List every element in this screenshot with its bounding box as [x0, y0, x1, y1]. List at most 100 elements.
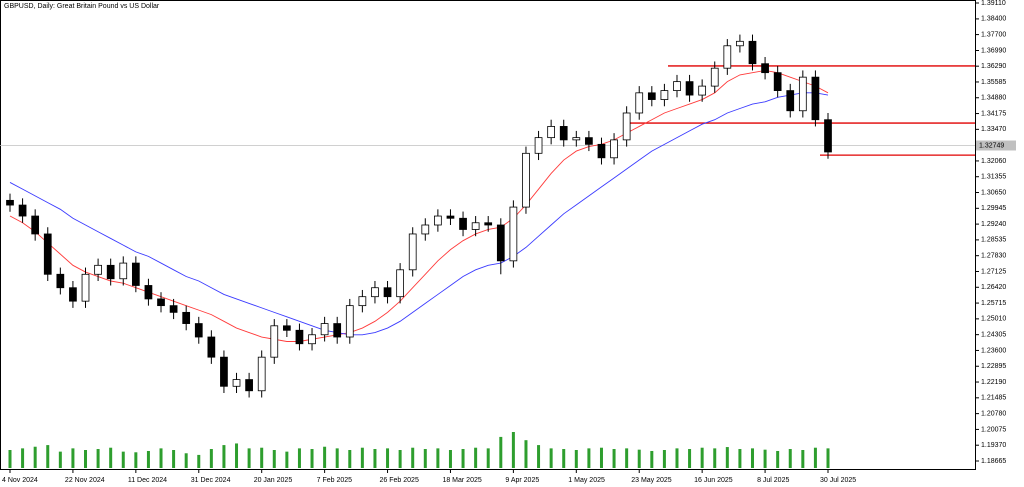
plot-frame — [0, 0, 976, 470]
candle-body — [396, 269, 404, 298]
volume-bar — [537, 445, 541, 468]
volume-bar — [235, 443, 239, 468]
candle-body — [610, 139, 618, 159]
candle-body — [471, 222, 480, 230]
candle-body — [496, 224, 505, 262]
volume-bar — [159, 448, 163, 468]
volume-bar — [813, 447, 817, 468]
y-tick-label: 1.25010 — [981, 316, 1006, 323]
volume-bar — [423, 449, 427, 468]
y-tick-label: 1.30650 — [981, 189, 1006, 196]
candle-body — [182, 311, 191, 324]
y-tick-label: 1.34880 — [981, 95, 1006, 102]
y-tick-label: 1.39110 — [981, 0, 1006, 7]
y-tick-label: 1.27125 — [981, 268, 1006, 275]
volume-bar — [713, 448, 717, 468]
x-tick-label: 9 Apr 2025 — [505, 477, 539, 484]
volume-bar — [461, 449, 465, 468]
y-tick-label: 1.34175 — [981, 110, 1006, 117]
volume-bar — [134, 452, 138, 468]
x-tick-label: 4 Nov 2024 — [2, 477, 38, 484]
x-tick-label: 22 Nov 2024 — [65, 477, 105, 484]
y-tick-label: 1.22895 — [981, 363, 1006, 370]
candle-body — [572, 137, 581, 141]
volume-bar — [625, 448, 629, 468]
volume-bar — [562, 449, 566, 468]
volume-bar — [750, 448, 754, 468]
candle-body — [522, 152, 530, 208]
candle-body — [434, 215, 442, 226]
candle-body — [144, 285, 153, 300]
volume-bar — [172, 450, 176, 468]
candle-body — [736, 40, 744, 47]
x-tick-label: 31 Dec 2024 — [191, 477, 231, 484]
candle-body — [333, 323, 342, 338]
candle-body — [786, 90, 795, 112]
y-tick-label: 1.28535 — [981, 237, 1006, 244]
y-tick-label: 1.32060 — [981, 158, 1006, 165]
y-tick-label: 1.38400 — [981, 16, 1006, 23]
candle-body — [6, 199, 14, 206]
candle-body — [673, 81, 681, 91]
x-tick-label: 30 Jul 2025 — [820, 477, 856, 484]
candle-body — [723, 45, 732, 69]
candle-body — [56, 273, 65, 289]
y-tick-label: 1.35585 — [981, 79, 1006, 86]
y-tick-label: 1.31355 — [981, 174, 1006, 181]
candle-body — [698, 85, 707, 96]
candle-body — [131, 262, 140, 286]
volume-bar — [310, 449, 314, 468]
last-price-box — [976, 140, 1016, 151]
volume-bar — [222, 445, 226, 468]
candle-body — [245, 379, 253, 392]
volume-bar — [247, 448, 251, 468]
volume-bar — [84, 450, 88, 468]
candle-body — [157, 298, 165, 307]
y-tick-label: 1.33470 — [981, 126, 1006, 133]
y-tick-label: 1.19370 — [981, 442, 1006, 449]
x-tick-label: 20 Jan 2025 — [254, 477, 293, 484]
candle-body — [408, 233, 417, 271]
candle-body — [585, 137, 593, 145]
y-tick-label: 1.29945 — [981, 205, 1006, 212]
candle-body — [635, 92, 644, 114]
y-tick-label: 1.22190 — [981, 379, 1006, 386]
volume-bar — [549, 448, 553, 468]
candle-body — [207, 336, 216, 358]
volume-bar — [46, 445, 50, 468]
volume-bar — [411, 447, 415, 468]
volume-bar — [71, 448, 75, 468]
volume-bar — [21, 448, 25, 468]
candle-body — [484, 222, 493, 226]
volume-bar — [360, 447, 364, 468]
candle-body — [220, 356, 228, 387]
candle-body — [69, 287, 77, 302]
candle-body — [421, 224, 430, 235]
candle-body — [320, 323, 329, 336]
volume-bar — [436, 448, 440, 468]
x-tick-label: 1 May 2025 — [568, 477, 605, 484]
candle-body — [685, 81, 694, 96]
candle-body — [283, 325, 291, 331]
volume-bar — [197, 454, 201, 468]
y-tick-label: 1.24305 — [981, 331, 1006, 338]
volume-bar — [335, 448, 339, 468]
x-tick-label: 11 Dec 2024 — [128, 477, 167, 484]
volume-bar — [826, 448, 830, 468]
candle-body — [459, 217, 467, 230]
candle-body — [257, 356, 266, 392]
candle-body — [509, 206, 518, 262]
volume-bar — [700, 447, 704, 468]
y-tick-label: 1.36290 — [981, 63, 1006, 70]
volume-bar — [8, 450, 12, 468]
x-tick-label: 23 May 2025 — [631, 477, 672, 484]
volume-bar — [725, 447, 729, 468]
volume-bar — [587, 448, 591, 468]
y-tick-label: 1.23600 — [981, 347, 1006, 354]
volume-bar — [146, 450, 150, 468]
candle-body — [798, 76, 807, 112]
y-tick-label: 1.26420 — [981, 284, 1006, 291]
candle-body — [547, 126, 555, 139]
